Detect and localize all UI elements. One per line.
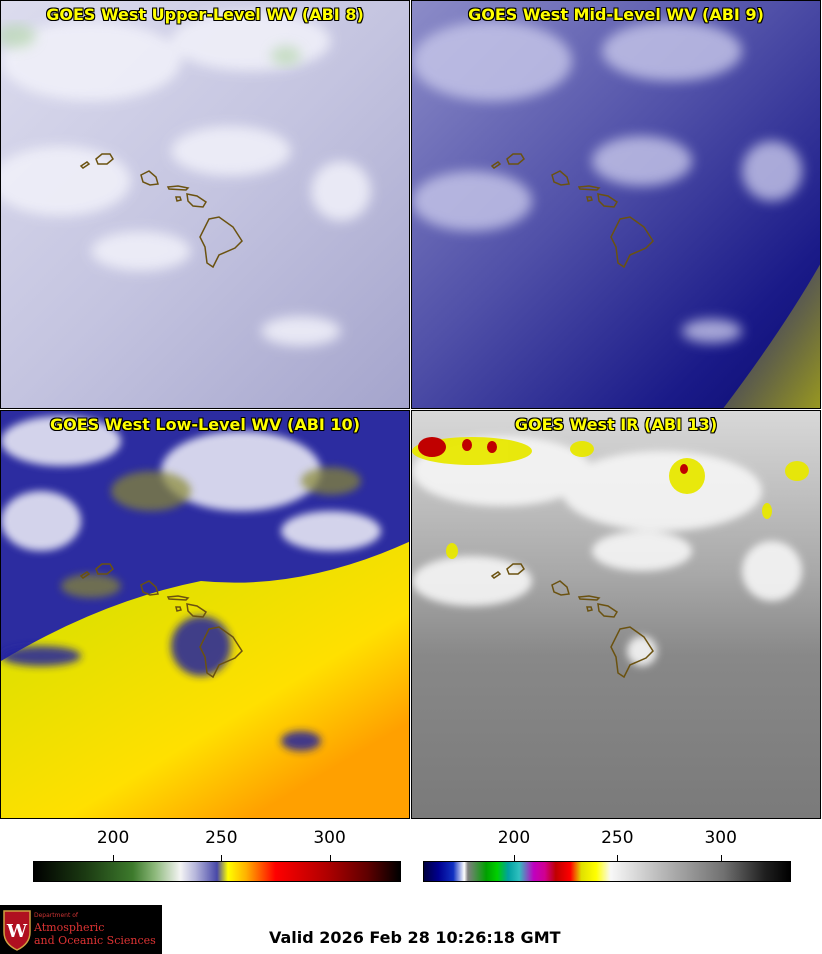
colorbar-tick-mark [221, 855, 223, 861]
upper-level-wv-panel: GOES West Upper-Level WV (ABI 8) [0, 0, 410, 409]
wv-colorbar: 200 250 300 [33, 828, 401, 888]
low-level-wv-panel: GOES West Low-Level WV (ABI 10) [0, 410, 410, 819]
ir-image [412, 411, 820, 818]
colorbar-tick-mark [617, 855, 619, 861]
mid-level-wv-panel: GOES West Mid-Level WV (ABI 9) [411, 0, 821, 409]
colorbar-tick-mark [513, 855, 515, 861]
logo-department: Department of [34, 912, 78, 919]
hawaii-coastline-icon [79, 153, 243, 269]
colorbar-tick-label: 200 [96, 828, 130, 848]
ir-colorbar: 200 250 300 [423, 828, 791, 888]
colorbar-tick-mark [329, 855, 331, 861]
ir-panel: GOES West IR (ABI 13) [411, 410, 821, 819]
hawaii-coastline-icon [490, 153, 654, 269]
mid-level-wv-image [412, 1, 820, 408]
low-level-wv-image [1, 411, 409, 818]
logo-line2: and Oceanic Sciences [34, 934, 156, 947]
hawaii-coastline-icon [490, 563, 654, 679]
colorbar-tick-label: 300 [704, 828, 737, 848]
upper-level-wv-title: GOES West Upper-Level WV (ABI 8) [46, 5, 364, 24]
upper-level-wv-image [1, 1, 409, 408]
colorbar-tick-label: 250 [205, 828, 238, 848]
ir-title: GOES West IR (ABI 13) [514, 415, 718, 434]
svg-text:W: W [6, 921, 28, 942]
low-level-wv-title: GOES West Low-Level WV (ABI 10) [49, 415, 360, 434]
mid-level-wv-title: GOES West Mid-Level WV (ABI 9) [468, 5, 764, 24]
wv-colorbar-gradient [33, 861, 401, 882]
uw-shield-icon: W [3, 910, 31, 951]
colorbar-tick-label: 300 [313, 828, 346, 848]
aos-logo: W Department of Atmospheric and Oceanic … [0, 905, 162, 954]
colorbar-tick-label: 200 [497, 828, 531, 848]
logo-line1: Atmospheric [34, 921, 105, 934]
colorbar-tick-label: 250 [601, 828, 634, 848]
valid-time: Valid 2026 Feb 28 10:26:18 GMT [269, 928, 561, 947]
colorbar-tick-mark [720, 855, 722, 861]
ir-colorbar-gradient [423, 861, 791, 882]
hawaii-coastline-icon [79, 563, 243, 679]
colorbar-tick-mark [113, 855, 115, 861]
